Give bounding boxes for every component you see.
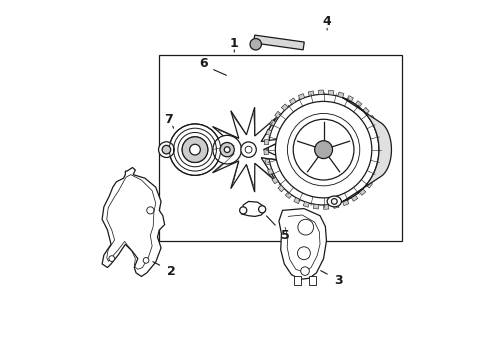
Bar [159, 55, 402, 241]
Circle shape [169, 124, 220, 175]
Circle shape [240, 207, 247, 214]
Ellipse shape [327, 196, 342, 207]
Text: 6: 6 [199, 57, 208, 71]
Bar [309, 276, 316, 285]
Circle shape [109, 256, 115, 261]
Circle shape [331, 199, 337, 204]
Polygon shape [254, 35, 304, 50]
Circle shape [301, 267, 309, 275]
Text: 7: 7 [164, 113, 172, 126]
Circle shape [220, 143, 234, 157]
Circle shape [268, 94, 379, 205]
Circle shape [182, 137, 208, 162]
Text: 3: 3 [334, 274, 343, 287]
Polygon shape [268, 168, 273, 175]
Polygon shape [328, 90, 334, 95]
Polygon shape [298, 94, 305, 99]
Polygon shape [323, 205, 329, 209]
Polygon shape [369, 116, 375, 122]
Circle shape [293, 119, 354, 180]
Polygon shape [242, 202, 265, 216]
Polygon shape [379, 144, 383, 150]
Polygon shape [206, 107, 290, 192]
Polygon shape [374, 125, 380, 131]
Circle shape [213, 135, 242, 164]
Polygon shape [290, 98, 296, 104]
Polygon shape [294, 198, 300, 204]
Polygon shape [272, 177, 278, 184]
Polygon shape [377, 134, 382, 140]
Circle shape [224, 147, 230, 153]
Circle shape [147, 207, 154, 214]
Polygon shape [343, 98, 392, 202]
Circle shape [250, 39, 262, 50]
Polygon shape [355, 101, 362, 107]
Polygon shape [333, 203, 339, 208]
Polygon shape [308, 91, 314, 96]
Polygon shape [359, 189, 366, 195]
Polygon shape [270, 120, 276, 126]
Circle shape [162, 145, 171, 154]
Polygon shape [363, 107, 369, 114]
Polygon shape [278, 185, 284, 192]
Polygon shape [265, 159, 270, 165]
Polygon shape [275, 111, 281, 118]
Text: 4: 4 [323, 14, 332, 27]
Text: 2: 2 [168, 265, 176, 278]
Circle shape [259, 206, 266, 213]
Polygon shape [318, 90, 323, 94]
Polygon shape [279, 208, 326, 279]
Circle shape [298, 219, 314, 235]
Bar [294, 276, 301, 285]
Circle shape [190, 144, 200, 155]
Polygon shape [371, 173, 378, 180]
Polygon shape [285, 192, 292, 198]
Text: 5: 5 [281, 229, 290, 242]
Circle shape [245, 146, 252, 153]
Circle shape [241, 142, 256, 157]
Polygon shape [378, 154, 383, 160]
Polygon shape [264, 150, 269, 155]
Polygon shape [313, 204, 319, 209]
Circle shape [288, 113, 360, 186]
Circle shape [315, 141, 333, 158]
Polygon shape [102, 167, 165, 276]
Polygon shape [376, 164, 381, 170]
Polygon shape [266, 129, 271, 135]
Polygon shape [351, 195, 358, 201]
Circle shape [275, 102, 372, 198]
Polygon shape [281, 104, 288, 111]
Polygon shape [343, 200, 349, 206]
Polygon shape [366, 181, 372, 188]
Circle shape [159, 142, 174, 157]
Polygon shape [338, 92, 344, 98]
Polygon shape [347, 95, 353, 102]
Text: 1: 1 [230, 37, 239, 50]
Circle shape [297, 247, 310, 260]
Polygon shape [303, 202, 309, 207]
Polygon shape [264, 139, 269, 145]
Circle shape [143, 257, 149, 263]
